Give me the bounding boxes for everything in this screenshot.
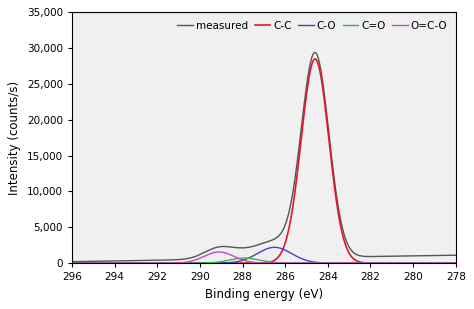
C=O xyxy=(77,261,82,265)
C-O xyxy=(453,261,458,265)
C-C xyxy=(306,79,311,83)
C=O xyxy=(69,261,75,265)
O=C-O xyxy=(216,250,222,254)
C-O xyxy=(272,245,277,249)
Line: C-C: C-C xyxy=(72,59,456,263)
O=C-O xyxy=(453,261,458,265)
measured xyxy=(312,51,318,54)
C-O xyxy=(77,261,82,265)
measured xyxy=(118,259,124,263)
C-C xyxy=(69,261,75,265)
measured xyxy=(306,71,311,75)
measured xyxy=(453,253,458,257)
C-O xyxy=(69,261,75,265)
Legend: measured, C-C, C-O, C=O, O=C-O: measured, C-C, C-O, C=O, O=C-O xyxy=(174,18,450,34)
C-O xyxy=(289,252,295,256)
O=C-O xyxy=(409,261,415,265)
C-O xyxy=(306,259,311,263)
measured xyxy=(77,260,82,263)
C=O xyxy=(409,261,415,265)
C-C xyxy=(386,261,392,265)
C-O xyxy=(386,261,392,265)
C-C xyxy=(453,261,458,265)
Line: measured: measured xyxy=(72,53,456,262)
C-O xyxy=(118,261,124,265)
measured xyxy=(289,197,295,200)
C=O xyxy=(453,261,458,265)
measured xyxy=(409,254,415,258)
C=O xyxy=(306,261,311,265)
C-C xyxy=(312,57,318,61)
O=C-O xyxy=(289,261,295,265)
C=O xyxy=(386,261,392,265)
O=C-O xyxy=(118,261,124,265)
Y-axis label: Intensity (counts/s): Intensity (counts/s) xyxy=(9,81,21,195)
Line: C-O: C-O xyxy=(72,247,456,263)
C-C xyxy=(409,261,415,265)
C=O xyxy=(242,256,247,260)
Line: C=O: C=O xyxy=(72,258,456,263)
measured xyxy=(386,255,392,258)
C=O xyxy=(118,261,124,265)
C-C xyxy=(289,211,295,215)
X-axis label: Binding energy (eV): Binding energy (eV) xyxy=(205,288,323,301)
O=C-O xyxy=(306,261,311,265)
O=C-O xyxy=(386,261,392,265)
Line: O=C-O: O=C-O xyxy=(72,252,456,263)
measured xyxy=(69,260,75,264)
C-C xyxy=(118,261,124,265)
O=C-O xyxy=(77,261,82,265)
C-C xyxy=(77,261,82,265)
O=C-O xyxy=(69,261,75,265)
C=O xyxy=(289,261,295,265)
C-O xyxy=(409,261,415,265)
